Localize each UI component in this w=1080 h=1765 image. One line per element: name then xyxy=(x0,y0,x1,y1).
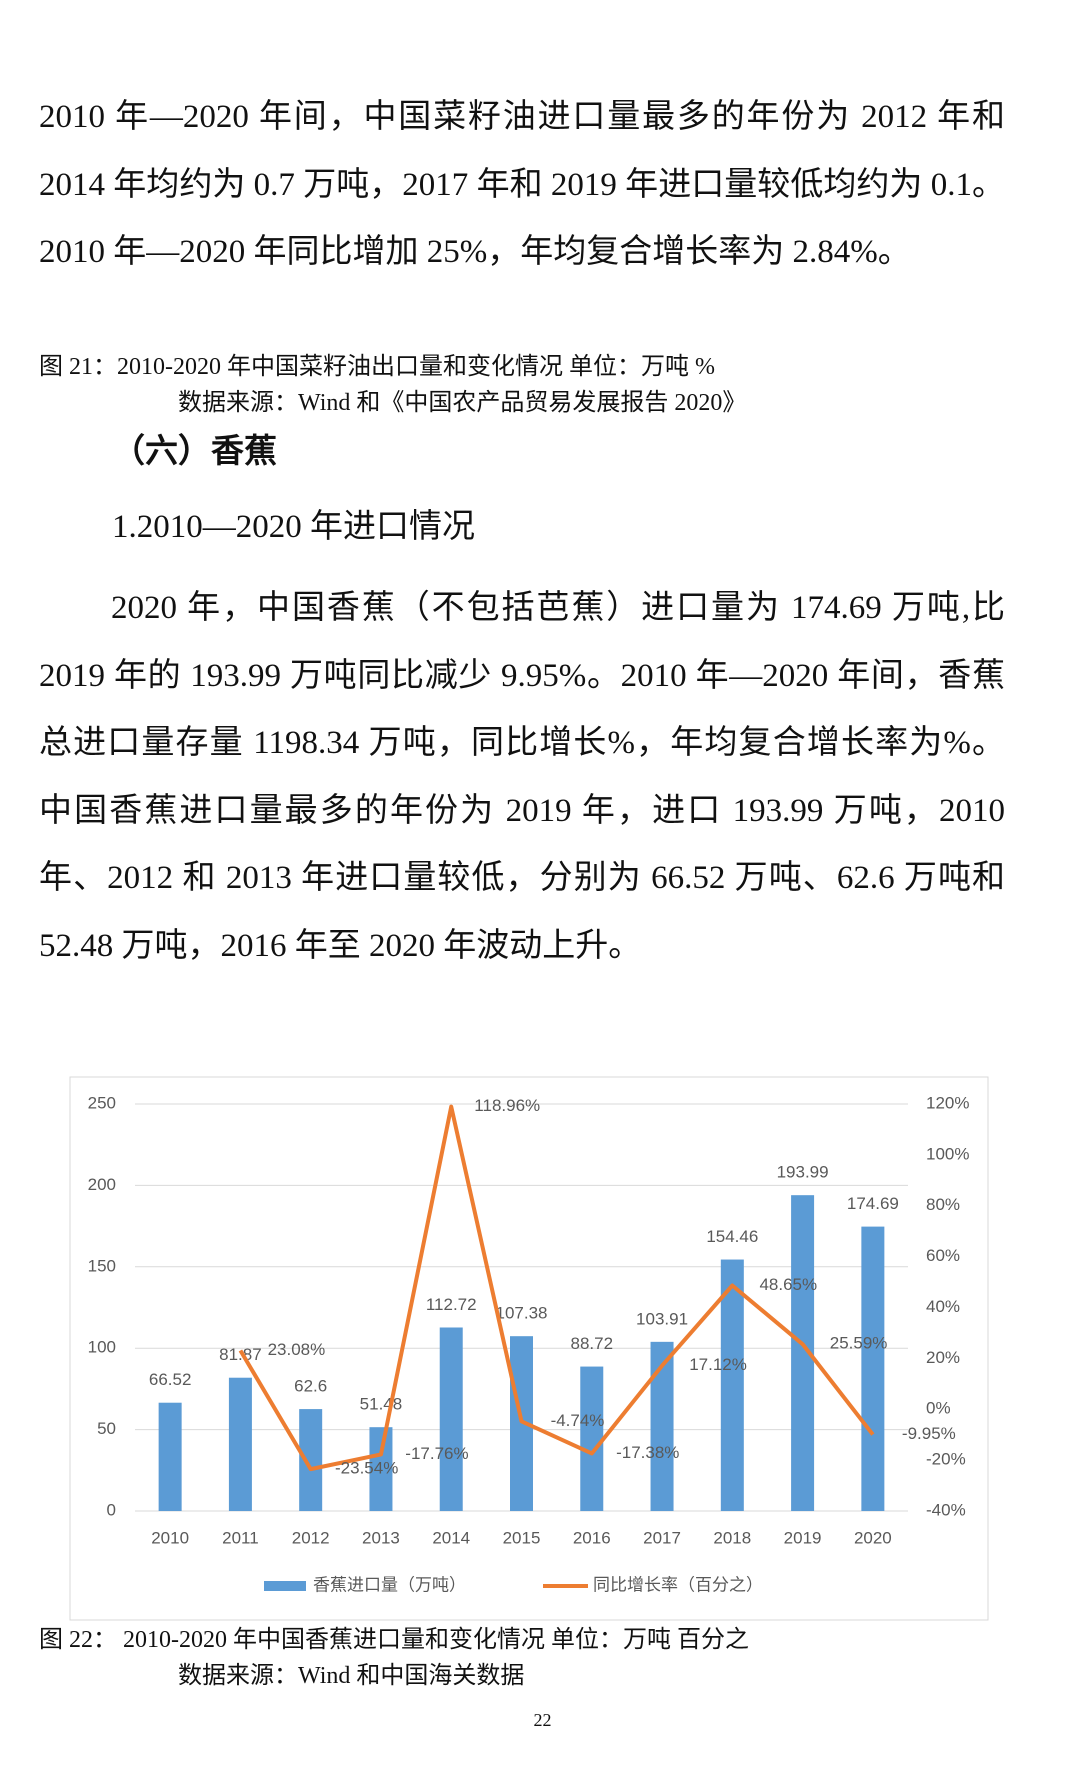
bar-value-label: 81.87 xyxy=(219,1345,262,1364)
bar-value-label: 112.72 xyxy=(426,1295,477,1314)
bar xyxy=(861,1226,885,1511)
x-tick-label: 2017 xyxy=(643,1528,681,1547)
bar-value-label: 174.69 xyxy=(847,1194,899,1213)
y-tick-label: 50 xyxy=(97,1419,116,1438)
line-value-label: -17.38% xyxy=(616,1443,679,1462)
y2-tick-label: 120% xyxy=(926,1093,969,1112)
y2-tick-label: 60% xyxy=(926,1246,960,1265)
y-tick-label: 100 xyxy=(88,1338,116,1357)
figure-source: 数据来源：Wind 和中国海关数据 xyxy=(178,1663,525,1689)
paragraph: 2020 年，中国香蕉（不包括芭蕉）进口量为 174.69 万吨,比 2019 … xyxy=(39,590,1005,964)
figure-caption: 图 22： 2010-2020 年中国香蕉进口量和变化情况 单位：万吨 百分之 xyxy=(39,1627,749,1653)
bar xyxy=(720,1259,744,1511)
y2-tick-label: -20% xyxy=(926,1450,966,1469)
bar xyxy=(299,1409,323,1511)
bar xyxy=(228,1377,252,1511)
bar-value-label: 103.91 xyxy=(636,1309,688,1328)
x-tick-label: 2020 xyxy=(854,1528,892,1547)
bar xyxy=(369,1427,393,1511)
bar-value-label: 107.38 xyxy=(496,1304,548,1323)
line-value-label: -4.74% xyxy=(551,1411,605,1430)
y2-tick-label: 40% xyxy=(926,1297,960,1316)
y-tick-label: 0 xyxy=(107,1500,116,1519)
line-value-label: 17.12% xyxy=(689,1355,747,1374)
bar xyxy=(158,1402,182,1511)
x-tick-label: 2018 xyxy=(713,1528,751,1547)
section-heading: （六）香蕉 xyxy=(112,434,277,470)
legend-swatch xyxy=(264,1581,306,1591)
legend-label: 香蕉进口量（万吨） xyxy=(313,1575,466,1594)
y2-tick-label: 0% xyxy=(926,1399,951,1418)
x-tick-label: 2012 xyxy=(292,1528,330,1547)
x-tick-label: 2019 xyxy=(784,1528,822,1547)
figure-caption: 图 21：2010-2020 年中国菜籽油出口量和变化情况 单位：万吨 % xyxy=(39,354,715,380)
x-tick-label: 2015 xyxy=(503,1528,541,1547)
line-value-label: 23.08% xyxy=(268,1340,326,1359)
line-value-label: 48.65% xyxy=(759,1275,817,1294)
line-value-label: -23.54% xyxy=(335,1459,398,1478)
x-tick-label: 2013 xyxy=(362,1528,400,1547)
subheading: 1.2010—2020 年进口情况 xyxy=(112,509,475,545)
bar xyxy=(791,1195,815,1511)
bar xyxy=(510,1336,533,1511)
x-tick-label: 2016 xyxy=(573,1528,611,1547)
line-value-label: -17.76% xyxy=(405,1444,468,1463)
y-tick-label: 250 xyxy=(88,1093,116,1112)
x-tick-label: 2014 xyxy=(432,1528,470,1547)
bar xyxy=(650,1341,674,1511)
paragraph: 2010 年—2020 年间，中国菜籽油进口量最多的年份为 2012 年和 20… xyxy=(39,99,1005,270)
line-value-label: 118.96% xyxy=(474,1096,540,1115)
line xyxy=(238,1104,875,1472)
line-value-label: -9.95% xyxy=(902,1424,956,1443)
bar-value-label: 62.6 xyxy=(294,1377,327,1396)
bar-value-label: 154.46 xyxy=(706,1227,758,1246)
x-tick-label: 2011 xyxy=(222,1528,259,1547)
y-tick-label: 150 xyxy=(88,1256,116,1275)
y2-tick-label: 20% xyxy=(926,1348,960,1367)
bar-value-label: 193.99 xyxy=(777,1163,829,1182)
y2-tick-label: 100% xyxy=(926,1144,969,1163)
line-value-label: 25.59% xyxy=(830,1334,888,1353)
bar xyxy=(439,1327,463,1511)
bar-value-label: 88.72 xyxy=(570,1334,613,1353)
y-tick-label: 200 xyxy=(88,1175,116,1194)
y2-tick-label: 80% xyxy=(926,1195,960,1214)
figure-source: 数据来源：Wind 和《中国农产品贸易发展报告 2020》 xyxy=(178,390,747,416)
bar xyxy=(580,1366,604,1511)
y2-tick-label: -40% xyxy=(926,1500,966,1519)
page-number: 22 xyxy=(533,1710,552,1730)
bar-value-label: 66.52 xyxy=(149,1370,192,1389)
x-tick-label: 2010 xyxy=(151,1528,189,1547)
bar-value-label: 51.48 xyxy=(360,1395,403,1414)
legend-label: 同比增长率（百分之） xyxy=(593,1575,763,1594)
